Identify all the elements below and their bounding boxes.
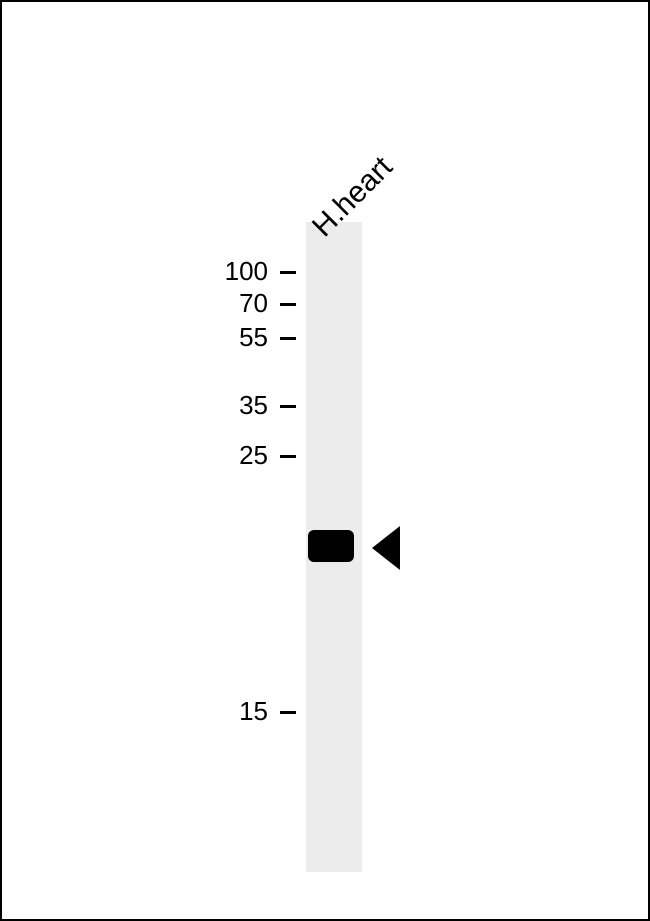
mw-tick	[280, 405, 296, 408]
mw-label: 100	[225, 256, 268, 287]
plot-area: H.heart 1007055352515	[2, 2, 648, 919]
band-pointer-arrow	[372, 526, 400, 570]
protein-band	[308, 530, 354, 562]
mw-label: 70	[239, 288, 268, 319]
mw-label: 55	[239, 322, 268, 353]
blot-frame: H.heart 1007055352515	[0, 0, 650, 921]
mw-tick	[280, 271, 296, 274]
mw-label: 35	[239, 390, 268, 421]
mw-label: 15	[239, 696, 268, 727]
mw-label: 25	[239, 440, 268, 471]
mw-tick	[280, 711, 296, 714]
mw-tick	[280, 337, 296, 340]
mw-tick	[280, 303, 296, 306]
mw-tick	[280, 455, 296, 458]
